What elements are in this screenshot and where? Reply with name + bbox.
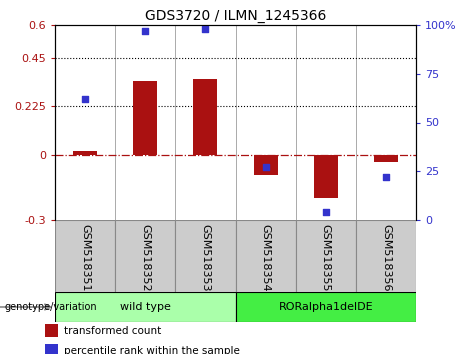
Bar [314, 155, 338, 198]
Text: GSM518354: GSM518354 [260, 224, 271, 291]
Text: percentile rank within the sample: percentile rank within the sample [64, 346, 239, 354]
Bar [45, 324, 58, 337]
Text: GSM518352: GSM518352 [140, 224, 150, 291]
Bar [45, 344, 58, 354]
Bar [115, 220, 175, 292]
Bar [55, 220, 115, 292]
Text: GSM518353: GSM518353 [201, 224, 210, 291]
Title: GDS3720 / ILMN_1245366: GDS3720 / ILMN_1245366 [145, 8, 326, 23]
Bar [236, 220, 296, 292]
Bar [374, 155, 398, 161]
Bar [254, 155, 278, 175]
Text: transformed count: transformed count [64, 326, 161, 336]
Bar [133, 81, 157, 155]
Text: GSM518351: GSM518351 [80, 224, 90, 291]
Bar [55, 292, 236, 322]
Point [322, 209, 330, 215]
Text: genotype/variation: genotype/variation [5, 302, 97, 312]
Point [262, 165, 269, 170]
Bar [236, 292, 416, 322]
Bar [175, 220, 236, 292]
Point [202, 26, 209, 32]
Bar [193, 79, 218, 155]
Point [142, 28, 149, 34]
Bar [356, 220, 416, 292]
Point [82, 96, 89, 102]
Text: wild type: wild type [120, 302, 171, 312]
Text: RORalpha1delDE: RORalpha1delDE [278, 302, 373, 312]
Text: GSM518355: GSM518355 [321, 224, 331, 291]
Bar [73, 151, 97, 155]
Point [382, 174, 390, 180]
Text: GSM518356: GSM518356 [381, 224, 391, 291]
Bar [296, 220, 356, 292]
